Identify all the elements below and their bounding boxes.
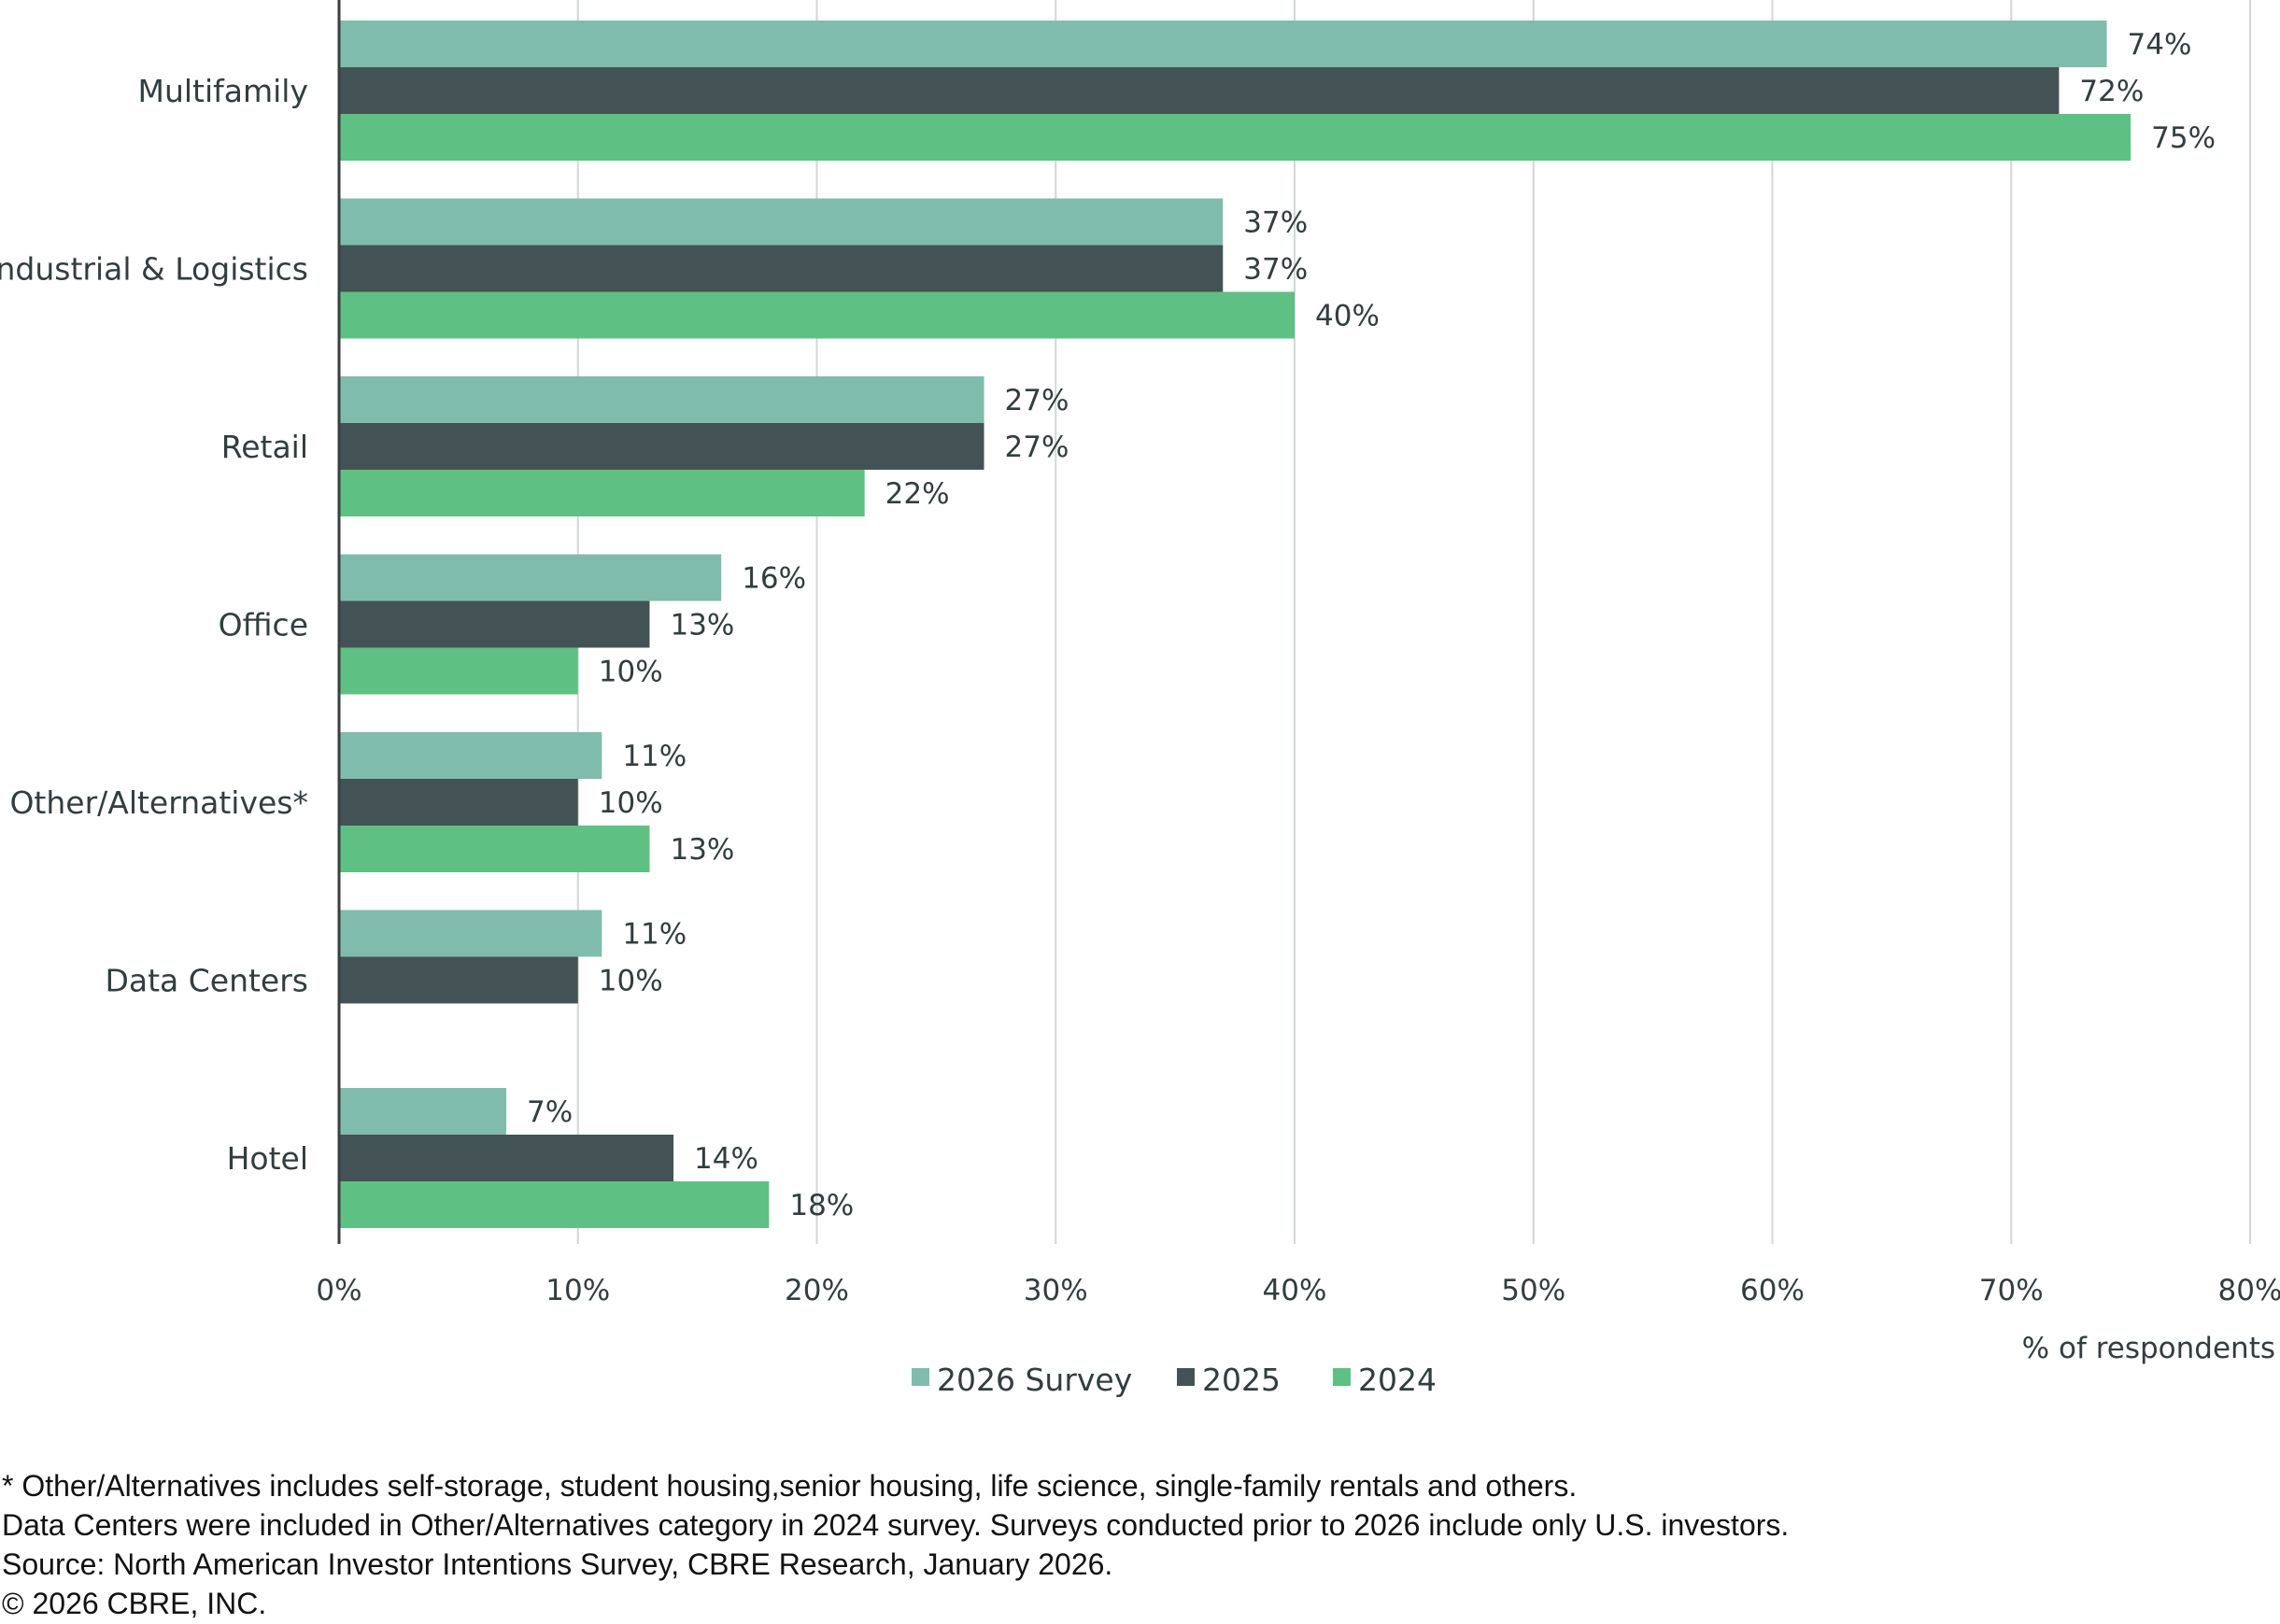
category-labels: Multifamily Industrial & Logistics Retail O… (0, 73, 308, 1177)
x-tick-label-40: 40% (1263, 1274, 1327, 1307)
value-label-office-2024: 10% (599, 656, 663, 689)
bar-industrial-logistics-2024 (339, 291, 1295, 339)
x-tick-label-60: 60% (1740, 1274, 1805, 1307)
bar-other-alternatives-2026-survey (339, 732, 602, 779)
footnote-copyright: © 2026 CBRE, INC. (2, 1587, 267, 1620)
value-label-other-alternatives-2026-survey: 11% (622, 740, 687, 773)
value-label-office-2025: 13% (670, 609, 734, 643)
value-label-hotel-2025: 14% (694, 1142, 758, 1176)
x-axis-title: % of respondents (2022, 1332, 2275, 1365)
bar-other-alternatives-2025 (339, 779, 578, 826)
bar-retail-2025 (339, 423, 984, 470)
value-label-retail-2026-survey: 27% (1005, 384, 1069, 417)
value-label-industrial-logistics-2024: 40% (1315, 300, 1380, 333)
gridlines (576, 0, 2251, 1244)
footnotes: * Other/Alternatives includes self-stora… (2, 1466, 1789, 1623)
legend-label-2026-survey: 2026 Survey (937, 1362, 1132, 1398)
bar-industrial-logistics-2025 (339, 245, 1224, 292)
value-label-hotel-2026-survey: 7% (527, 1095, 573, 1129)
bar-hotel-2025 (339, 1135, 674, 1181)
bar-data-centers-2025 (339, 956, 578, 1004)
value-label-data-centers-2026-survey: 11% (622, 918, 687, 952)
legend-label-2024: 2024 (1358, 1362, 1437, 1398)
value-label-multifamily-2024: 75% (2151, 121, 2216, 155)
value-label-hotel-2024: 18% (789, 1189, 854, 1222)
category-label-other-alternatives: Other/Alternatives* (9, 784, 308, 821)
category-label-office: Office (219, 607, 308, 643)
x-tick-label-70: 70% (1979, 1274, 2044, 1307)
x-tick-label-80: 80% (2218, 1274, 2280, 1307)
footnote-other-alternatives: * Other/Alternatives includes self-stora… (2, 1469, 1578, 1503)
bar-office-2026-survey (339, 554, 722, 601)
bar-other-alternatives-2024 (339, 826, 650, 872)
category-label-multifamily: Multifamily (137, 73, 308, 109)
footnote-data-centers: Data Centers were included in Other/Alte… (2, 1508, 1790, 1542)
category-label-industrial-logistics: Industrial & Logistics (0, 251, 308, 288)
value-label-industrial-logistics-2025: 37% (1243, 253, 1308, 287)
bar-office-2025 (339, 600, 650, 648)
x-tick-labels: 0% 10% 20% 30% 40% 50% 60% 70% 80% (316, 1274, 2280, 1307)
value-label-office-2026-survey: 16% (742, 562, 806, 596)
bar-multifamily-2024 (339, 114, 2131, 161)
bar-hotel-2026-survey (339, 1088, 507, 1135)
bar-office-2024 (339, 647, 578, 695)
value-label-retail-2025: 27% (1005, 431, 1069, 464)
value-label-other-alternatives-2024: 13% (670, 833, 734, 867)
bars (339, 21, 2131, 1228)
category-label-retail: Retail (221, 429, 308, 465)
bar-retail-2024 (339, 470, 865, 516)
value-label-data-centers-2025: 10% (599, 965, 663, 998)
bar-industrial-logistics-2026-survey (339, 198, 1224, 246)
bar-hotel-2024 (339, 1181, 770, 1228)
legend-swatch-2024 (1333, 1368, 1351, 1386)
category-label-hotel: Hotel (227, 1140, 308, 1177)
bar-retail-2026-survey (339, 376, 984, 423)
x-tick-label-10: 10% (545, 1274, 610, 1307)
legend-label-2025: 2025 (1202, 1362, 1281, 1398)
legend-swatch-2026-survey (912, 1368, 929, 1386)
value-label-retail-2024: 22% (885, 477, 950, 511)
value-label-industrial-logistics-2026-survey: 37% (1243, 206, 1308, 240)
x-tick-label-50: 50% (1501, 1274, 1565, 1307)
value-label-multifamily-2026-survey: 74% (2128, 28, 2192, 62)
legend: 2026 Survey 2025 2024 (912, 1362, 1437, 1398)
bar-data-centers-2026-survey (339, 910, 602, 957)
footnote-source: Source: North American Investor Intentio… (2, 1547, 1113, 1581)
x-tick-label-0: 0% (316, 1274, 361, 1307)
legend-swatch-2025 (1177, 1368, 1195, 1386)
x-tick-label-20: 20% (785, 1274, 849, 1307)
category-label-data-centers: Data Centers (105, 963, 308, 999)
x-tick-label-30: 30% (1024, 1274, 1088, 1307)
bar-multifamily-2025 (339, 67, 2060, 114)
value-label-other-alternatives-2025: 10% (599, 786, 663, 820)
value-label-multifamily-2025: 72% (2079, 75, 2144, 108)
value-labels: 74%72%75%37%37%40%27%27%22%16%13%10%11%1… (527, 28, 2216, 1222)
bar-multifamily-2026-survey (339, 21, 2107, 67)
